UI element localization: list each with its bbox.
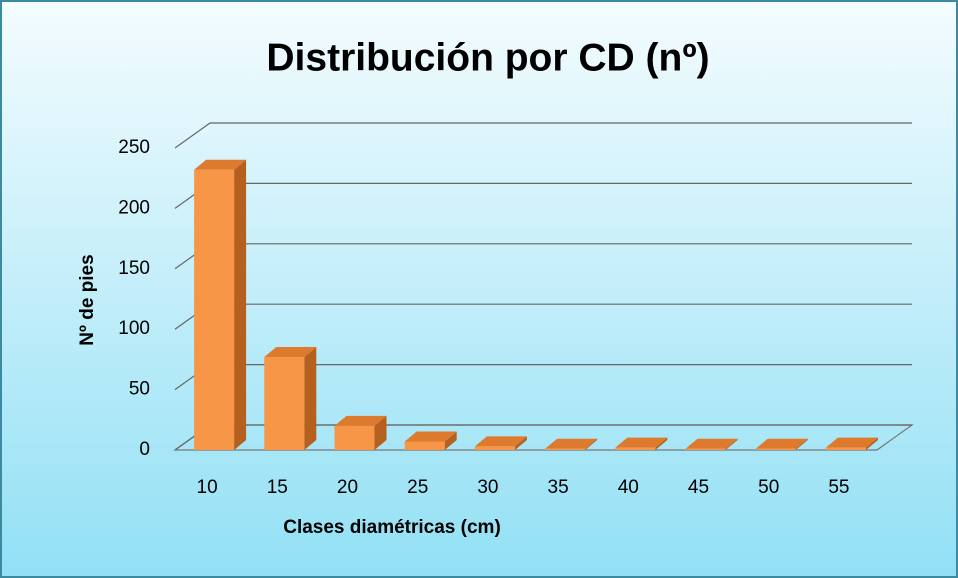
x-tick-label: 50 — [758, 477, 779, 498]
bar-top — [474, 436, 527, 447]
bar-side — [234, 159, 247, 450]
x-axis-title: Clases diamétricas (cm) — [283, 517, 501, 538]
bar-top — [825, 437, 878, 448]
x-tick-label: 25 — [407, 477, 428, 498]
bar — [474, 436, 527, 450]
bar-front — [264, 356, 305, 450]
bar-top — [685, 438, 738, 449]
bar — [404, 431, 457, 450]
bar-front — [474, 446, 515, 450]
x-tick-label: 45 — [688, 477, 709, 498]
bar-front — [755, 448, 796, 450]
bar-top — [615, 437, 668, 448]
bar-side — [514, 436, 527, 450]
y-axis-title: Nº de pies — [77, 254, 98, 345]
y-tick-label: 100 — [118, 318, 150, 339]
bar-top — [334, 415, 387, 426]
bar-side — [444, 431, 457, 450]
x-tick-label: 20 — [337, 477, 358, 498]
y-tick-label: 250 — [118, 137, 150, 158]
x-tick-label: 15 — [267, 477, 288, 498]
bar — [685, 438, 738, 450]
x-tick-label: 10 — [197, 477, 218, 498]
bar-side — [865, 437, 878, 450]
bar-side — [795, 438, 808, 450]
bar — [755, 438, 808, 450]
bar — [825, 437, 878, 450]
bar-front — [685, 448, 726, 450]
bar — [194, 159, 247, 450]
bar-side — [304, 346, 317, 450]
x-tick-label: 30 — [477, 477, 498, 498]
bar-side — [585, 438, 598, 450]
x-tick-label: 55 — [828, 477, 849, 498]
bar-side — [374, 415, 387, 450]
bar-front — [194, 169, 235, 450]
bar-side — [725, 438, 738, 450]
y-tick-label: 150 — [118, 258, 150, 279]
x-tick-label: 35 — [548, 477, 569, 498]
bar-side — [655, 437, 668, 450]
bar — [264, 346, 317, 450]
bar-front — [825, 447, 866, 450]
bar-front — [545, 448, 586, 450]
grid-line — [174, 122, 912, 149]
bar-top — [264, 346, 317, 357]
bar-top — [545, 438, 598, 449]
bar-top — [755, 438, 808, 449]
chart-title: Distribución por CD (nº) — [266, 36, 709, 79]
bar-front — [615, 447, 656, 450]
bar-top — [404, 431, 457, 442]
bar-front — [404, 441, 445, 450]
bar — [545, 438, 598, 450]
bar — [334, 415, 387, 450]
x-tick-label: 40 — [618, 477, 639, 498]
y-tick-label: 0 — [139, 439, 150, 460]
bar-top — [194, 159, 247, 170]
y-tick-label: 50 — [129, 379, 150, 400]
bar-front — [334, 425, 375, 450]
y-tick-label: 200 — [118, 197, 150, 218]
bar — [615, 437, 668, 450]
